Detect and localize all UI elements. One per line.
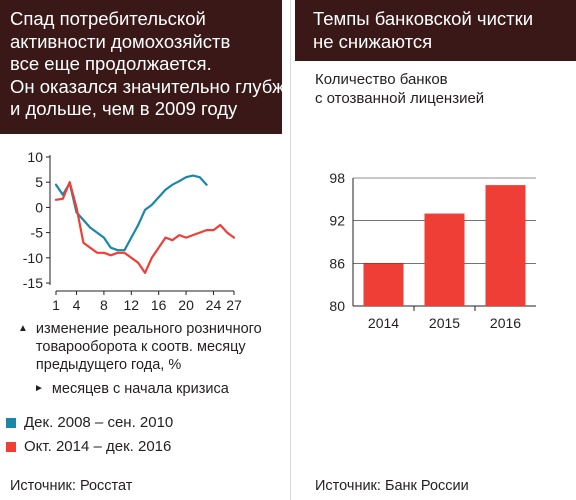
right-title-line: Темпы банковской чистки [313, 8, 534, 29]
y-tick-label: 98 [329, 170, 345, 186]
triangle-right-icon: ► [34, 383, 44, 394]
left-title-line: активности домохозяйств [10, 30, 231, 52]
bar-chart: 98 92 86 80 2014 2015 2016 [329, 170, 536, 331]
bar-chart-subtitle-line: с отозванной лицензией [315, 90, 485, 107]
teal-swatch-icon [6, 417, 16, 428]
x-tick-label: 1 [52, 297, 60, 313]
x-tick-label: 4 [73, 297, 81, 313]
y-tick-label: 92 [329, 213, 345, 229]
bar [485, 185, 526, 306]
x-tick-label: 12 [124, 297, 140, 313]
y-axis-legend-line: предыдущего года, % [35, 357, 182, 373]
series-line-red [54, 181, 236, 274]
bar-chart-subtitle-line: Количество банков [315, 71, 448, 88]
series-legend-teal: Дек. 2008 – сен. 2010 [6, 414, 173, 431]
left-title-line: Он оказался значительно глубже [10, 75, 295, 97]
right-title-box: Темпы банковской чистки не снижаются [295, 0, 576, 61]
x-tick-label: 2016 [490, 315, 521, 331]
left-source: Источник: Росстат [10, 478, 133, 494]
x-tick-label: 16 [151, 297, 167, 313]
series-line-teal [54, 174, 208, 252]
y-axis-legend-line: изменение реального розничного [35, 321, 262, 337]
left-title-line: Спад потребительской [10, 8, 206, 29]
panel-divider [290, 0, 291, 500]
left-title-line: все еще продолжается. [10, 53, 212, 74]
y-tick-label: 0 [35, 199, 43, 215]
line-chart: 10 5 0 -5 -10 -15 1 4 8 12 16 20 24 27 [23, 149, 242, 313]
y-tick-label: 5 [35, 174, 43, 190]
bar-chart-subtitle: Количество банков с отозванной лицензией [315, 70, 484, 108]
y-tick-label: -15 [23, 275, 43, 291]
bar [424, 213, 465, 306]
x-axis-legend-text: месяцев с начала кризиса [51, 381, 229, 397]
y-axis-legend-line: товарооборота к соотв. месяцу [35, 339, 246, 355]
y-tick-label: -5 [31, 225, 44, 241]
y-tick-label: -10 [23, 250, 43, 266]
bar [363, 263, 404, 306]
y-tick-label: 86 [329, 255, 345, 271]
left-panel: Спад потребительской активности домохозя… [0, 0, 295, 500]
y-tick-label: 80 [329, 298, 345, 314]
series-legend-label: Окт. 2014 – дек. 2016 [24, 438, 172, 455]
red-swatch-icon [6, 441, 16, 452]
left-title-line: и дольше, чем в 2009 году [10, 98, 238, 119]
x-tick-label: 8 [100, 297, 108, 313]
triangle-up-icon: ▲ [18, 323, 28, 334]
x-tick-label: 24 [206, 297, 222, 313]
series-legend-red: Окт. 2014 – дек. 2016 [6, 438, 171, 455]
x-tick-label: 2015 [429, 315, 460, 331]
x-tick-label: 20 [178, 297, 194, 313]
x-tick-label: 2014 [368, 315, 399, 331]
right-panel: Темпы банковской чистки не снижаются Кол… [295, 0, 576, 500]
x-tick-label: 27 [226, 297, 242, 313]
right-source: Источник: Банк России [315, 478, 469, 494]
series-legend-label: Дек. 2008 – сен. 2010 [24, 414, 174, 431]
y-tick-label: 10 [27, 149, 43, 165]
right-title-line: не снижаются [313, 30, 433, 52]
axes-legend: ▲ изменение реального розничного товароо… [18, 320, 262, 398]
y-axis-legend: ▲ изменение реального розничного товароо… [18, 320, 262, 374]
x-axis-legend: ► месяцев с начала кризиса [34, 380, 262, 398]
left-title-box: Спад потребительской активности домохозя… [0, 0, 295, 134]
